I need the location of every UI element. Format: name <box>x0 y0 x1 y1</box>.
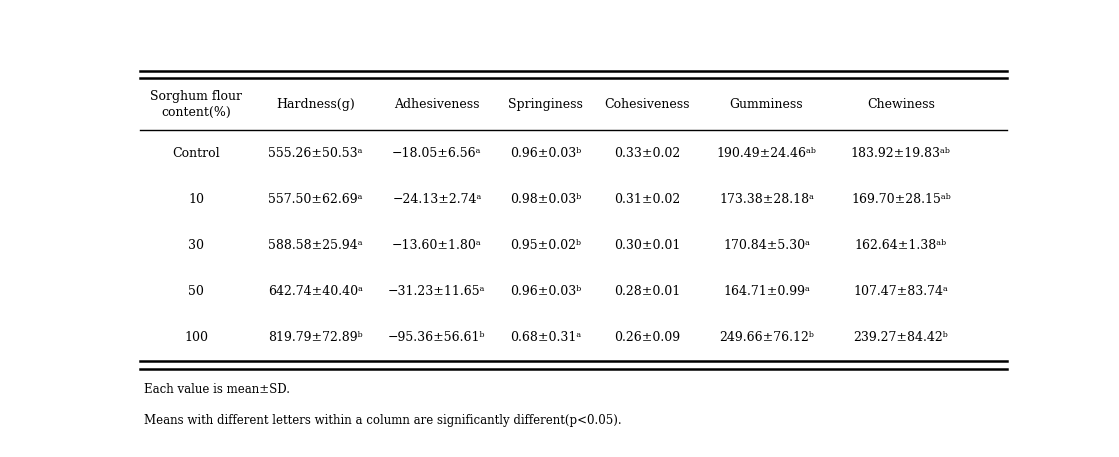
Text: Cohesiveness: Cohesiveness <box>604 98 690 111</box>
Text: 557.50±62.69ᵃ: 557.50±62.69ᵃ <box>269 193 363 206</box>
Text: 0.28±0.01: 0.28±0.01 <box>614 285 680 298</box>
Text: 249.66±76.12ᵇ: 249.66±76.12ᵇ <box>720 331 814 345</box>
Text: 100: 100 <box>185 331 208 345</box>
Text: −18.05±6.56ᵃ: −18.05±6.56ᵃ <box>392 147 481 160</box>
Text: 170.84±5.30ᵃ: 170.84±5.30ᵃ <box>723 239 810 252</box>
Text: 173.38±28.18ᵃ: 173.38±28.18ᵃ <box>718 193 814 206</box>
Text: Sorghum flour
content(%): Sorghum flour content(%) <box>150 90 242 118</box>
Text: 0.95±0.02ᵇ: 0.95±0.02ᵇ <box>510 239 581 252</box>
Text: −31.23±11.65ᵃ: −31.23±11.65ᵃ <box>388 285 486 298</box>
Text: −24.13±2.74ᵃ: −24.13±2.74ᵃ <box>393 193 481 206</box>
Text: Chewiness: Chewiness <box>867 98 934 111</box>
Text: −13.60±1.80ᵃ: −13.60±1.80ᵃ <box>392 239 482 252</box>
Text: Each value is mean±SD.: Each value is mean±SD. <box>144 383 290 396</box>
Text: 239.27±84.42ᵇ: 239.27±84.42ᵇ <box>854 331 948 345</box>
Text: Hardness(g): Hardness(g) <box>276 98 355 111</box>
Text: 50: 50 <box>188 285 204 298</box>
Text: 588.58±25.94ᵃ: 588.58±25.94ᵃ <box>269 239 363 252</box>
Text: Springiness: Springiness <box>508 98 583 111</box>
Text: 0.96±0.03ᵇ: 0.96±0.03ᵇ <box>509 285 581 298</box>
Text: 169.70±28.15ᵃᵇ: 169.70±28.15ᵃᵇ <box>850 193 951 206</box>
Text: 0.30±0.01: 0.30±0.01 <box>614 239 680 252</box>
Text: 0.68±0.31ᵃ: 0.68±0.31ᵃ <box>509 331 581 345</box>
Text: Means with different letters within a column are significantly different(p<0.05): Means with different letters within a co… <box>144 414 622 427</box>
Text: 819.79±72.89ᵇ: 819.79±72.89ᵇ <box>269 331 363 345</box>
Text: Control: Control <box>172 147 220 160</box>
Text: 0.31±0.02: 0.31±0.02 <box>614 193 680 206</box>
Text: −95.36±56.61ᵇ: −95.36±56.61ᵇ <box>388 331 486 345</box>
Text: 0.33±0.02: 0.33±0.02 <box>614 147 680 160</box>
Text: 0.98±0.03ᵇ: 0.98±0.03ᵇ <box>509 193 581 206</box>
Text: 10: 10 <box>188 193 205 206</box>
Text: 0.26±0.09: 0.26±0.09 <box>614 331 680 345</box>
Text: Adhesiveness: Adhesiveness <box>394 98 480 111</box>
Text: 190.49±24.46ᵃᵇ: 190.49±24.46ᵃᵇ <box>716 147 817 160</box>
Text: 555.26±50.53ᵃ: 555.26±50.53ᵃ <box>269 147 363 160</box>
Text: 162.64±1.38ᵃᵇ: 162.64±1.38ᵃᵇ <box>855 239 947 252</box>
Text: 642.74±40.40ᵃ: 642.74±40.40ᵃ <box>267 285 363 298</box>
Text: 183.92±19.83ᵃᵇ: 183.92±19.83ᵃᵇ <box>850 147 951 160</box>
Text: Gumminess: Gumminess <box>730 98 803 111</box>
Text: 0.96±0.03ᵇ: 0.96±0.03ᵇ <box>509 147 581 160</box>
Text: 107.47±83.74ᵃ: 107.47±83.74ᵃ <box>854 285 948 298</box>
Text: 164.71±0.99ᵃ: 164.71±0.99ᵃ <box>723 285 810 298</box>
Text: 30: 30 <box>188 239 205 252</box>
